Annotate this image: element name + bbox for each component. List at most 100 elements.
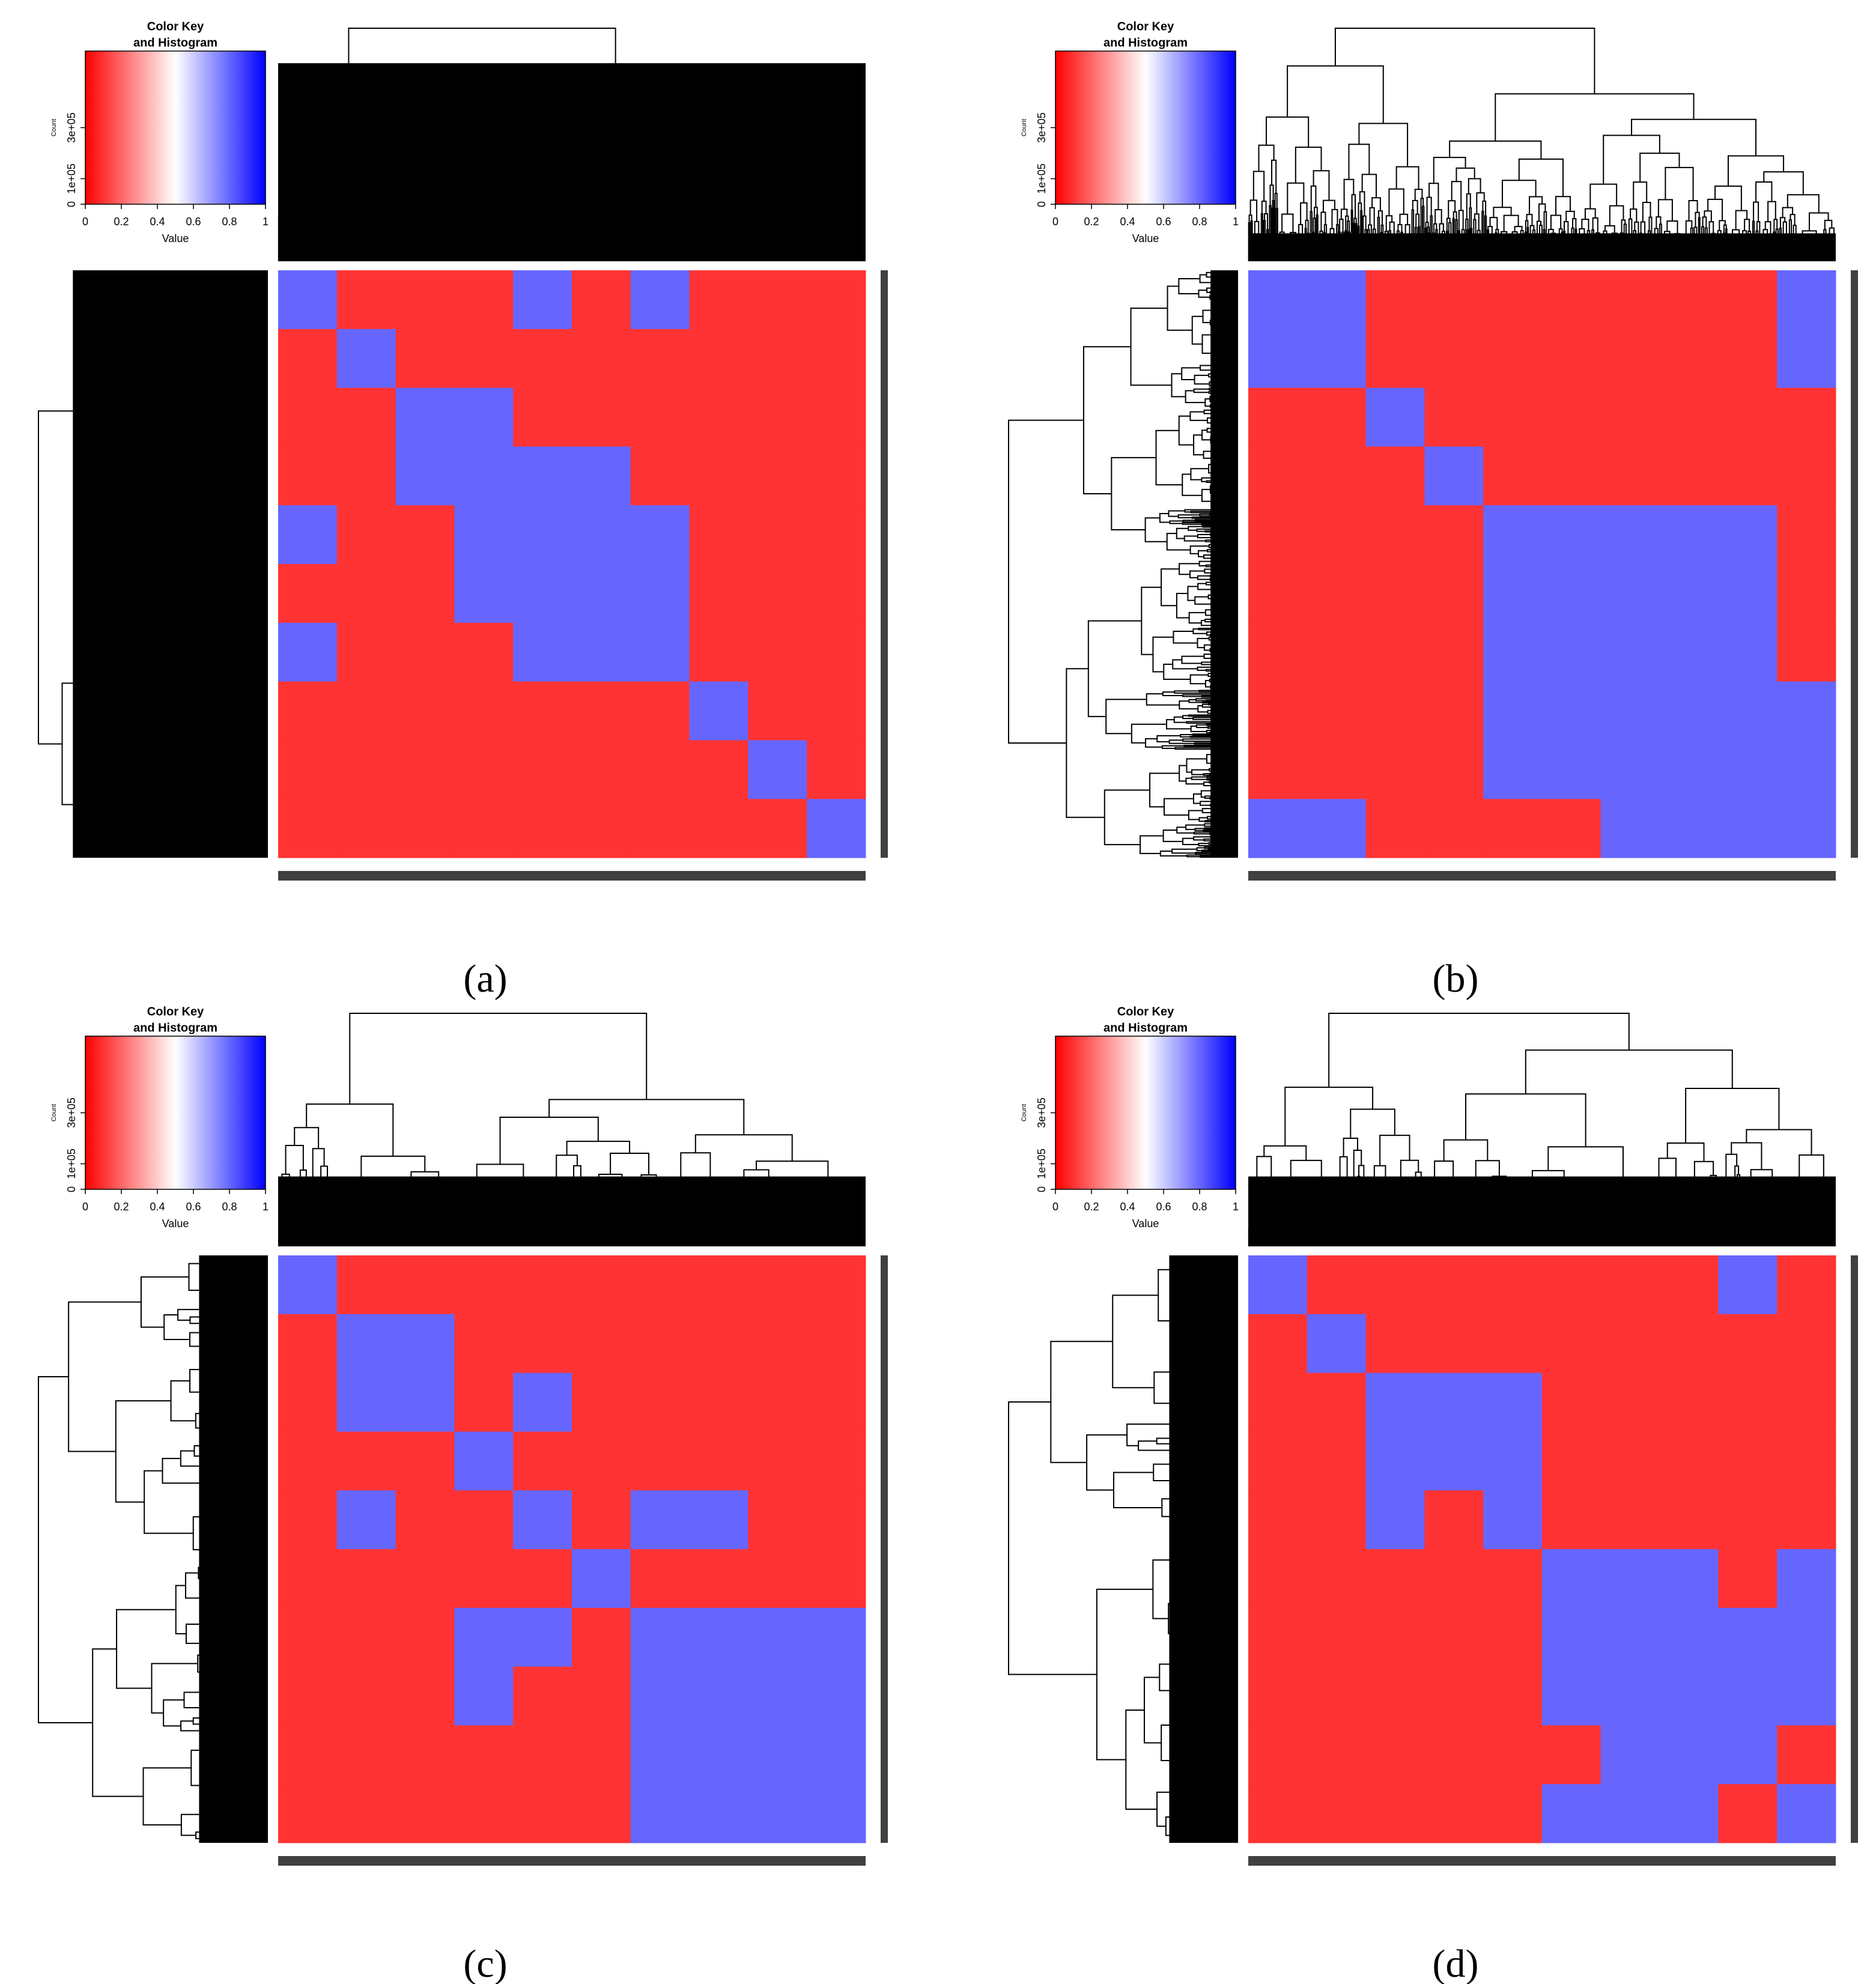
heatmap-cell [1424, 1725, 1484, 1785]
heatmap-cell [1365, 1490, 1425, 1550]
heatmap-cell [807, 1666, 866, 1726]
heatmap-cell [1542, 1784, 1601, 1843]
heatmap-cell [630, 329, 690, 389]
heatmap-cell [1365, 1725, 1425, 1785]
heatmap-cell [395, 270, 455, 330]
heatmap-cell [689, 329, 748, 389]
heatmap-cell [748, 564, 807, 623]
heatmap-cell [513, 1373, 572, 1432]
heatmap-cell [572, 740, 631, 799]
heatmap-cell [807, 1431, 866, 1491]
heatmap-cell [454, 1314, 514, 1374]
heatmap-cell [630, 564, 690, 623]
heatmap-cell [513, 1431, 572, 1491]
heatmap-cell [689, 740, 748, 799]
heatmap-cell [572, 1255, 631, 1315]
heatmap-cell [689, 1431, 748, 1491]
heatmap-cell [1600, 446, 1660, 506]
heatmap-cell [630, 1431, 690, 1491]
heatmap-cell [395, 1490, 455, 1550]
heatmap-cell [1777, 505, 1836, 565]
heatmap-cell [336, 799, 396, 858]
y-tick-label: 0 [1036, 201, 1048, 207]
heatmap-cell [1483, 505, 1543, 565]
heatmap-cell [1777, 1373, 1836, 1432]
heatmap-cell [1307, 564, 1367, 623]
heatmap-cell [336, 1666, 396, 1726]
heatmap-cell [1424, 1607, 1484, 1667]
heatmap-cell [1718, 622, 1777, 682]
heatmap-cell [1718, 1490, 1777, 1550]
heatmap-cell [1718, 387, 1777, 447]
heatmap-cell [630, 1314, 690, 1374]
heatmap-cell [1483, 1490, 1543, 1550]
heatmap-cell [278, 446, 338, 506]
x-tick-label: 0.6 [186, 1201, 201, 1213]
heatmap-cell [395, 1607, 455, 1667]
heatmap-cell [630, 387, 690, 447]
heatmap-cell [395, 622, 455, 682]
heatmap-cell [336, 505, 396, 565]
heatmap-cell [1424, 1314, 1484, 1374]
heatmap-cell [1659, 681, 1719, 741]
heatmap-cell [1365, 681, 1425, 741]
heatmap-cell [1659, 446, 1719, 506]
heatmap-cell [807, 1373, 866, 1432]
x-tick-label: 0.8 [1192, 1201, 1207, 1213]
heatmap-cell [1542, 1490, 1601, 1550]
heatmap-cell [1248, 1784, 1308, 1843]
heatmap-cell [278, 564, 338, 623]
heatmap-cell [336, 1549, 396, 1609]
heatmap-cell [1483, 1373, 1543, 1432]
heatmap-cell [1307, 1255, 1367, 1315]
heatmap-cell [454, 1607, 514, 1667]
heatmap-cell [395, 681, 455, 741]
heatmap-cell [689, 1314, 748, 1374]
heatmap-cell [1483, 740, 1543, 799]
heatmap-cell [572, 387, 631, 447]
heatmap-cell [1659, 622, 1719, 682]
y-tick-label: 3e+05 [1036, 112, 1048, 143]
heatmap-cell [513, 446, 572, 506]
heatmap-cell [1483, 1784, 1543, 1843]
heatmap-cell [807, 387, 866, 447]
heatmap-cell [1718, 1314, 1777, 1374]
heatmap-cell [1659, 270, 1719, 330]
heatmap-cell [513, 1490, 572, 1550]
heatmap-cell [1424, 1549, 1484, 1609]
row-label-strip [881, 270, 888, 858]
y-tick-label: 1e+05 [1036, 1148, 1048, 1179]
heatmap-cell [513, 1607, 572, 1667]
heatmap-cell [513, 1314, 572, 1374]
heatmap-cell [1542, 799, 1601, 858]
heatmap-cell [1248, 564, 1308, 623]
heatmap-cell [395, 1314, 455, 1374]
color-key [85, 1036, 266, 1190]
heatmap-cell [748, 740, 807, 799]
heatmap-cell [1424, 1255, 1484, 1315]
heatmap-cell [1307, 1314, 1367, 1374]
heatmap-cell [1600, 1255, 1660, 1315]
key-title: Color Key [1117, 1005, 1174, 1018]
heatmap-cell [1248, 1314, 1308, 1374]
dendrogram-leaves [278, 63, 866, 261]
heatmap-cell [1542, 1549, 1601, 1609]
heatmap-cell [807, 270, 866, 330]
key-title: and Histogram [1103, 1021, 1188, 1034]
heatmap-cell [630, 799, 690, 858]
dendrogram-leaves [1169, 1255, 1238, 1843]
heatmap-cell [807, 799, 866, 858]
y-tick-label: 0 [65, 1186, 77, 1192]
heatmap-cell [1600, 1666, 1660, 1726]
heatmap-cell [1307, 1373, 1367, 1432]
heatmap-cell [1307, 270, 1367, 330]
heatmap-cell [807, 1784, 866, 1843]
heatmap-cell [1718, 681, 1777, 741]
heatmap-cell [1248, 505, 1308, 565]
heatmap-cell [807, 446, 866, 506]
color-key [85, 50, 266, 205]
panel: Color Key and Histogram 0 0.2 0.4 0.6 0.8 1 0 1e+… [1008, 20, 1858, 1001]
heatmap-cell [689, 1607, 748, 1667]
heatmap-cell [1248, 740, 1308, 799]
dendrogram-leaves [1210, 270, 1238, 858]
